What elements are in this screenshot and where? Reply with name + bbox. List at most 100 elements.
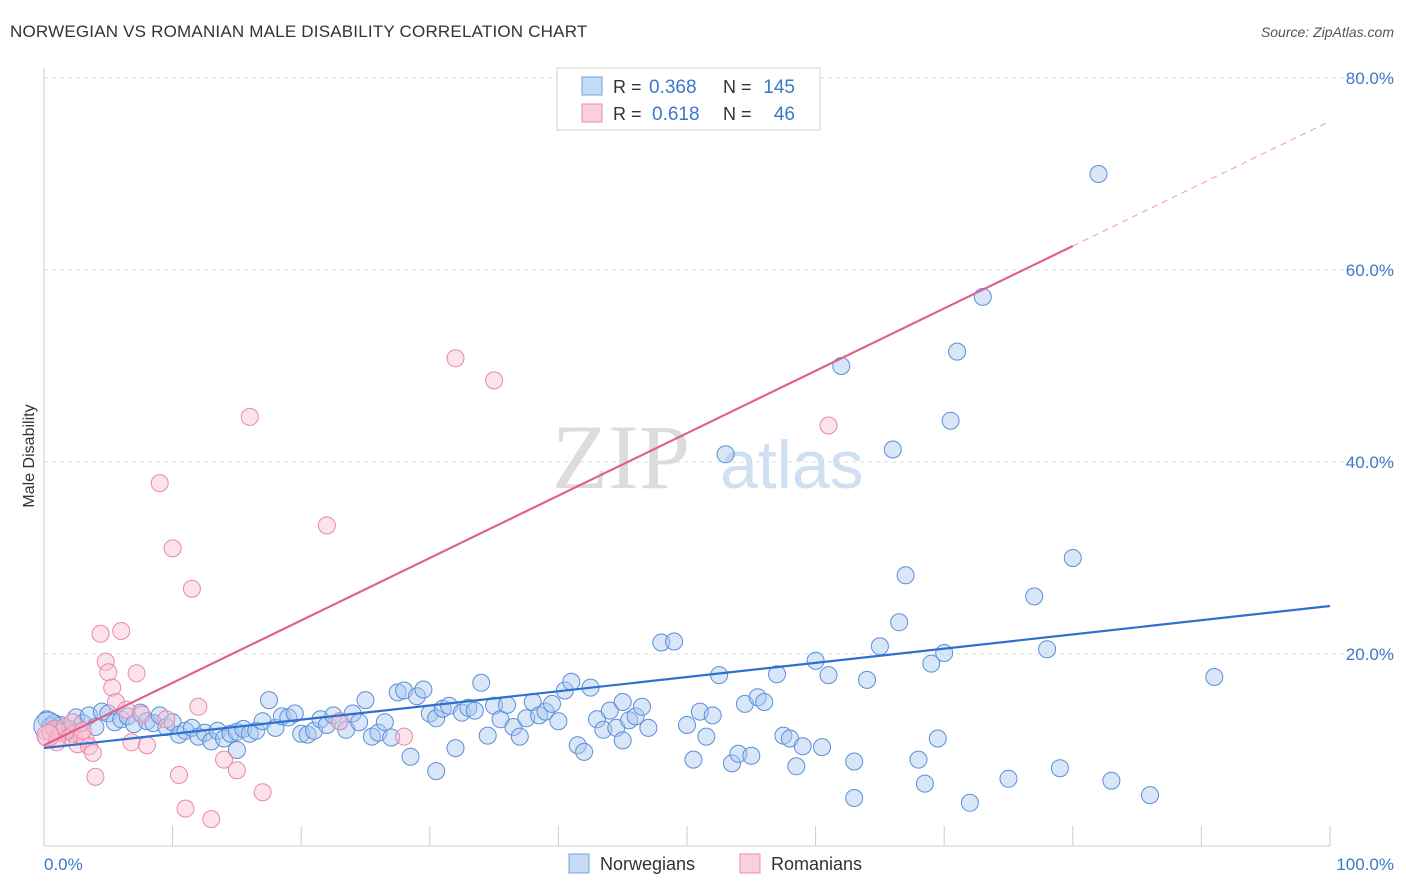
- romanians-point: [117, 700, 136, 719]
- norwegians-point: [787, 757, 806, 776]
- romanians-point: [150, 474, 169, 493]
- norwegians-points: [33, 165, 1224, 812]
- norwegians-point: [793, 737, 812, 756]
- norwegians-point: [260, 691, 278, 710]
- romanians-point: [96, 652, 115, 671]
- norwegians-point: [1102, 771, 1121, 790]
- legend-norwegians-swatch: [568, 853, 590, 874]
- norwegians-point: [633, 697, 651, 716]
- norwegians-point: [427, 709, 446, 728]
- romanians-point: [240, 407, 259, 426]
- romanians-points: [36, 349, 838, 829]
- legend-romanians-label: Romanians: [771, 854, 862, 874]
- stats-r-label-1: R =: [613, 77, 642, 97]
- romanians-point: [170, 766, 188, 784]
- norwegians-point: [1050, 759, 1069, 778]
- norwegians-point: [562, 672, 581, 691]
- norwegians-point: [678, 716, 696, 734]
- legend-romanians-swatch: [739, 853, 761, 874]
- norwegians-point: [465, 701, 484, 720]
- watermark-zip: ZIP: [552, 406, 690, 508]
- norwegians-point: [870, 637, 889, 656]
- norwegians-point: [1141, 786, 1159, 805]
- norwegians-point: [915, 774, 934, 793]
- norwegians-point: [1205, 668, 1224, 686]
- x-tick-label-min: 0.0%: [44, 855, 83, 874]
- watermark-atlas: atlas: [720, 427, 864, 503]
- norwegians-point: [1038, 640, 1057, 659]
- norwegians-point: [356, 691, 375, 710]
- x-axis-ticks: [43, 826, 1331, 846]
- norwegians-point: [858, 670, 876, 689]
- norwegians-point: [247, 721, 266, 740]
- norwegians-point: [600, 701, 619, 720]
- norwegians-point: [723, 754, 741, 773]
- norwegians-point: [285, 704, 304, 723]
- norwegians-swatch: [581, 76, 603, 96]
- stats-r-value-2: 0.618: [652, 104, 700, 125]
- romanians-point: [73, 721, 92, 740]
- romanians-point: [202, 810, 221, 829]
- norwegians-point: [960, 793, 979, 812]
- stats-n-value-2: 46: [774, 104, 795, 125]
- norwegians-point: [845, 789, 864, 807]
- norwegians-point: [414, 680, 433, 699]
- norwegians-point: [1025, 587, 1044, 606]
- romanians-point: [112, 622, 131, 640]
- romanians-point: [182, 579, 201, 598]
- norwegians-point: [388, 683, 407, 702]
- norwegians-point: [742, 746, 761, 765]
- romanians-point: [86, 767, 105, 786]
- norwegians-point: [652, 633, 671, 652]
- romanians-point: [395, 727, 414, 746]
- romanians-point: [227, 761, 246, 780]
- norwegians-point: [973, 287, 992, 306]
- norwegians-point: [478, 726, 497, 745]
- norwegians-point: [890, 613, 909, 632]
- norwegians-point: [941, 411, 960, 430]
- norwegians-point: [427, 762, 446, 781]
- stats-n-label-2: N =: [723, 104, 752, 124]
- gridlines: [44, 77, 1394, 655]
- series-legend: Norwegians Romanians: [568, 853, 862, 874]
- norwegians-point: [227, 741, 246, 759]
- romanians-point: [189, 697, 208, 716]
- stats-n-value-1: 145: [763, 77, 795, 98]
- norwegians-point: [446, 739, 465, 758]
- stats-legend: R = 0.368 N = 145 R = 0.618 N = 46: [556, 67, 821, 131]
- norwegians-point: [768, 665, 786, 684]
- watermark: ZIP atlas: [552, 406, 864, 508]
- romanians-point: [127, 664, 146, 683]
- norwegians-point: [613, 731, 632, 750]
- romanians-point: [485, 371, 504, 390]
- romanians-point: [83, 743, 102, 762]
- romanians-trend-line: [43, 245, 1074, 747]
- romanians-point: [157, 710, 176, 729]
- x-tick-label-max: 100.0%: [1336, 855, 1394, 874]
- legend-norwegians-label: Norwegians: [600, 854, 695, 874]
- norwegians-point: [626, 707, 645, 726]
- norwegians-point: [382, 728, 401, 747]
- norwegians-point: [883, 440, 902, 459]
- romanians-point: [317, 516, 336, 535]
- norwegians-point: [549, 712, 568, 731]
- norwegians-point: [375, 713, 394, 732]
- y-tick-labels: 20.0% 40.0% 60.0% 80.0%: [1346, 69, 1394, 664]
- romanians-swatch: [581, 103, 603, 123]
- romanians-point: [103, 678, 122, 697]
- norwegians-point: [948, 342, 967, 361]
- stats-n-label-1: N =: [723, 77, 752, 97]
- y-tick-label-20: 20.0%: [1346, 645, 1394, 664]
- romanians-point: [446, 349, 465, 368]
- norwegians-point: [819, 666, 838, 685]
- romanians-point: [137, 736, 156, 755]
- romanians-point: [163, 539, 182, 558]
- norwegians-point: [703, 706, 722, 725]
- norwegians-point: [575, 742, 594, 761]
- norwegians-point: [588, 710, 606, 729]
- y-tick-label-40: 40.0%: [1346, 453, 1394, 472]
- norwegians-point: [928, 729, 947, 748]
- norwegians-point: [504, 718, 523, 736]
- norwegians-point: [613, 693, 632, 711]
